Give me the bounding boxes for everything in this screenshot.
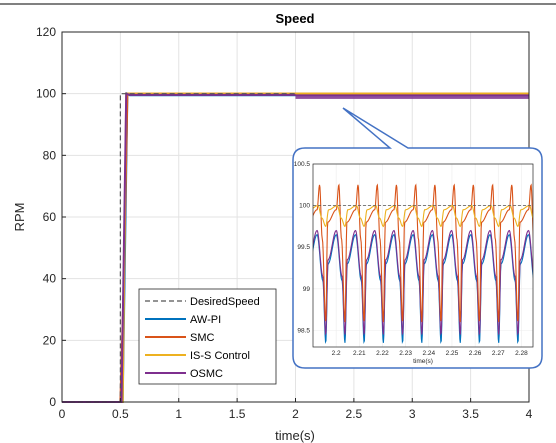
x-axis-label: time(s) bbox=[275, 428, 315, 443]
legend-label: IS-S Control bbox=[190, 350, 250, 362]
x-tick-label: 4 bbox=[526, 407, 533, 421]
inset-y-tick-label: 98.5 bbox=[297, 327, 310, 334]
inset-x-tick-label: 2.25 bbox=[446, 350, 459, 357]
inset-x-tick-label: 2.28 bbox=[515, 350, 528, 357]
x-tick-label: 2 bbox=[292, 407, 299, 421]
x-tick-label: 1 bbox=[175, 407, 182, 421]
zoom-inset: 2.2 2.21 2.22 2.23 2.24 2.25 2.26 2.27 2.28 98.5… bbox=[294, 161, 534, 365]
y-tick-label: 80 bbox=[43, 148, 57, 162]
x-tick-label: 0.5 bbox=[112, 407, 129, 421]
y-tick-label: 0 bbox=[49, 395, 56, 409]
inset-x-tick-label: 2.22 bbox=[376, 350, 389, 357]
inset-line-smc bbox=[313, 183, 533, 323]
y-axis-label: RPM bbox=[12, 203, 27, 232]
x-tick-label: 3.5 bbox=[462, 407, 479, 421]
inset-y-tick-label: 100 bbox=[299, 203, 310, 210]
legend: DesiredSpeed AW-PI SMC IS-S Control OSMC bbox=[138, 288, 277, 385]
x-tick-label: 0 bbox=[59, 407, 66, 421]
y-tick-label: 40 bbox=[43, 272, 57, 286]
y-tick-label: 120 bbox=[36, 25, 56, 39]
inset-x-axis-label: time(s) bbox=[413, 358, 433, 365]
inset-line-is-s-control bbox=[313, 205, 533, 228]
inset-x-tick-label: 2.27 bbox=[492, 350, 505, 357]
y-tick-label: 60 bbox=[43, 210, 57, 224]
inset-series bbox=[313, 183, 533, 344]
x-tick-label: 2.5 bbox=[346, 407, 363, 421]
inset-x-tick-label: 2.21 bbox=[353, 350, 366, 357]
y-tick-label: 100 bbox=[36, 87, 56, 101]
zoom-callout bbox=[292, 107, 543, 369]
x-ticks: 0 0.5 1 1.5 2 2.5 3 3.5 4 bbox=[59, 398, 533, 421]
inset-y-ticks: 98.5 99 99.5 100 100.5 bbox=[294, 161, 311, 334]
inset-y-tick-label: 99.5 bbox=[297, 244, 310, 251]
y-ticks: 0 20 40 60 80 100 120 bbox=[36, 25, 66, 409]
inset-x-tick-label: 2.26 bbox=[469, 350, 482, 357]
x-tick-label: 1.5 bbox=[229, 407, 246, 421]
inset-x-tick-label: 2.2 bbox=[332, 350, 341, 357]
legend-label: AW-PI bbox=[190, 314, 221, 326]
osmc-oscillation-band bbox=[295, 93, 529, 99]
inset-y-tick-label: 99 bbox=[303, 286, 311, 293]
legend-label: SMC bbox=[190, 332, 215, 344]
inset-x-tick-label: 2.23 bbox=[399, 350, 412, 357]
chart-title: Speed bbox=[275, 11, 314, 26]
x-tick-label: 3 bbox=[409, 407, 416, 421]
inset-y-tick-label: 100.5 bbox=[294, 161, 311, 168]
legend-label: OSMC bbox=[190, 368, 223, 380]
inset-x-tick-label: 2.24 bbox=[422, 350, 435, 357]
legend-label: DesiredSpeed bbox=[190, 296, 260, 308]
y-tick-label: 20 bbox=[43, 333, 57, 347]
inset-plot-area bbox=[312, 163, 534, 348]
inset-x-ticks: 2.2 2.21 2.22 2.23 2.24 2.25 2.26 2.27 2.28 bbox=[332, 350, 528, 357]
